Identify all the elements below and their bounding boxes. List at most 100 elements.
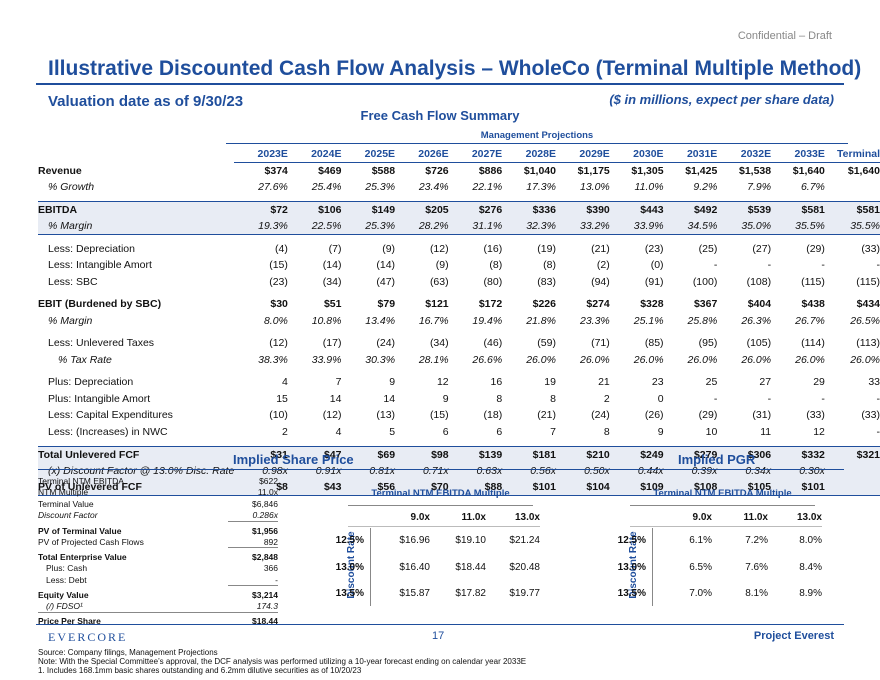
row-label: EBITDA — [38, 201, 235, 218]
table-cell: 35.0% — [717, 218, 772, 235]
column-header: 2029E — [555, 146, 610, 163]
bridge-row: Terminal NTM EBITDA $622 — [38, 475, 278, 487]
row-label: Plus: Intangible Amort — [48, 392, 151, 405]
table-cell: $30 — [270, 298, 288, 311]
table-cell: - — [876, 392, 880, 405]
valuation-date: Valuation date as of 9/30/23 — [48, 93, 244, 110]
rate-header: 13.5% — [617, 588, 646, 599]
table-cell: $43 — [287, 479, 342, 496]
row-label: Revenue — [38, 164, 82, 177]
column-header: 2033E — [771, 146, 825, 163]
fcf-summary-title: Free Cash Flow Summary — [360, 108, 520, 123]
table-cell: $404 — [747, 298, 772, 311]
table-cell: 26.3% — [741, 314, 772, 327]
table-cell: (14) — [322, 259, 342, 272]
row-label: Less: SBC — [48, 275, 98, 288]
title-rule — [36, 83, 844, 85]
multiple-header: 11.0x — [461, 512, 486, 523]
column-header: 2023E — [234, 146, 288, 163]
table-cell: 35.5% — [771, 218, 825, 235]
table-cell: 26.0% — [687, 353, 718, 366]
table-cell: (100) — [692, 275, 718, 288]
table-cell: $101 — [502, 479, 556, 496]
table-row: EBITDA $72 $106 $149 $205 $276 $336 $390 $443 $49… — [38, 201, 880, 218]
bridge-value: $622 — [259, 475, 278, 486]
table-cell: (12) — [322, 409, 342, 422]
bridge-value: $6,846 — [252, 498, 278, 509]
table-row: Less: Depreciation (4) (7) (9) (12) (16) (19) (… — [38, 241, 880, 258]
header-blank — [38, 146, 234, 163]
sensitivity-cell: $21.24 — [509, 535, 540, 546]
table-cell: 25.8% — [687, 314, 718, 327]
table-cell: (33) — [861, 409, 880, 422]
sensitivity-cell: 6.1% — [689, 535, 712, 546]
table-cell: (9) — [435, 259, 449, 272]
sensitivity-cell: 7.0% — [689, 588, 712, 599]
fcf-table: 2023E 2024E 2025E 2026E 2027E 2028E 2029E 2030E… — [38, 146, 880, 496]
bridge-value: 366 — [263, 563, 278, 574]
source-note: Source: Company filings, Management Proj… — [38, 648, 218, 657]
implied-share-price-title: Implied Share Price — [233, 452, 354, 467]
table-cell: 2 — [603, 392, 610, 405]
table-cell — [824, 479, 880, 496]
table-cell: (18) — [483, 409, 503, 422]
table-cell: 2 — [282, 425, 288, 438]
sensitivity-cell: $19.10 — [455, 535, 486, 546]
bridge-row: Equity Value $3,214 — [38, 586, 278, 601]
table-cell: $109 — [609, 479, 664, 496]
table-row: % Tax Rate 38.3% 33.9% 30.3% 28.1% 26.6% 26.0%… — [38, 352, 880, 369]
table-cell: (10) — [269, 409, 288, 422]
table-cell: (63) — [429, 275, 449, 288]
sensitivity-cell: $16.40 — [399, 562, 430, 573]
table-row: % Margin 8.0% 10.8% 13.4% 16.7% 19.4% 21.8% 23.… — [38, 313, 880, 330]
table-cell: (19) — [537, 242, 556, 255]
axis-divider — [652, 528, 653, 606]
table-cell: $181 — [502, 445, 556, 463]
table-cell: 0.56x — [502, 462, 556, 479]
table-cell: 26.0% — [633, 353, 664, 366]
bridge-label: Terminal Value — [38, 498, 94, 509]
bridge-row: Total Enterprise Value $2,848 — [38, 548, 278, 563]
column-header: Terminal — [824, 146, 880, 163]
table-cell: $205 — [395, 201, 449, 218]
table-cell: (23) — [644, 242, 664, 255]
table-cell: 19 — [544, 376, 556, 389]
management-projections-header: Management Projections — [226, 130, 848, 144]
table-cell: 9 — [657, 425, 664, 438]
project-name: Project Everest — [753, 630, 834, 642]
sensitivity-cell: 6.5% — [689, 562, 712, 573]
table-cell: (80) — [483, 275, 503, 288]
table-cell: 25.1% — [633, 314, 664, 327]
bridge-label: NTM Multiple — [38, 487, 89, 498]
bridge-row: Price Per Share $18.44 — [38, 611, 278, 626]
table-cell: 0 — [657, 392, 664, 405]
bridge-value: 892 — [228, 536, 278, 548]
row-label: Total Unlevered FCF — [38, 445, 235, 463]
table-cell: (108) — [746, 275, 772, 288]
row-label: EBIT (Burdened by SBC) — [38, 298, 162, 311]
table-cell: (4) — [275, 242, 288, 255]
table-cell: 0.81x — [341, 462, 396, 479]
sensitivity-header: Terminal NTM EBITDA Multiple — [348, 488, 533, 506]
table-cell: $121 — [425, 298, 449, 311]
column-header: 2028E — [502, 146, 556, 163]
table-cell: $105 — [717, 479, 772, 496]
table-cell: 23.4% — [418, 181, 449, 194]
table-cell: 31.1% — [448, 218, 503, 235]
table-cell: 23 — [651, 376, 664, 389]
table-cell: (24) — [376, 337, 396, 350]
table-cell: 25 — [705, 376, 718, 389]
table-cell: 6 — [496, 425, 503, 438]
row-label: Less: (Increases) in NWC — [48, 425, 168, 438]
bridge-label: Terminal NTM EBITDA — [38, 475, 124, 486]
methodology-note: Note: With the Special Committee’s appro… — [38, 657, 527, 666]
table-cell: (7) — [328, 242, 342, 255]
bridge-row: (/) FDSO¹ 174.3 — [38, 600, 278, 613]
header-divider — [348, 526, 540, 527]
table-cell: $1,305 — [631, 165, 664, 177]
table-cell: $149 — [341, 201, 396, 218]
table-cell: 21 — [598, 376, 610, 389]
bridge-value: 174.3 — [228, 600, 278, 613]
table-cell: (16) — [483, 242, 503, 255]
table-cell: $886 — [478, 165, 503, 177]
